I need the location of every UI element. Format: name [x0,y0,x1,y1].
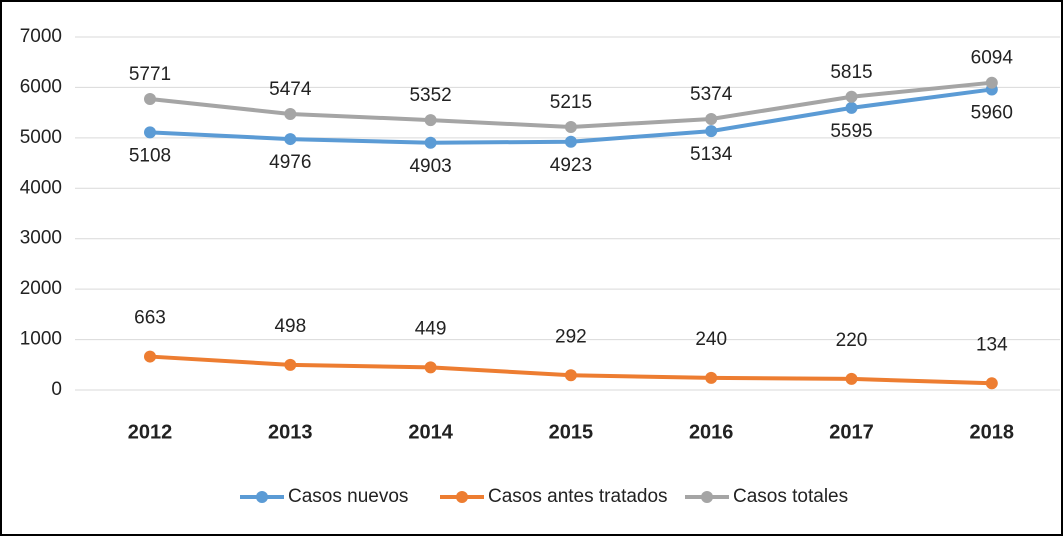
data-point [284,133,297,146]
legend-marker [256,491,268,503]
y-tick-label: 3000 [20,228,62,249]
y-tick-label: 6000 [20,76,62,97]
data-label: 5374 [690,84,733,105]
data-point [564,369,577,382]
data-point [564,121,577,134]
data-point [424,136,437,149]
data-label: 4976 [269,152,311,173]
data-label: 498 [274,316,306,337]
y-tick-label: 4000 [20,177,62,198]
data-label: 5474 [269,79,312,100]
x-tick-label: 2013 [268,421,313,443]
data-point [284,358,297,371]
data-point [845,372,858,385]
data-label: 5815 [830,62,872,83]
data-label: 134 [976,334,1008,355]
data-label: 5960 [971,102,1013,123]
data-point [564,135,577,148]
data-point [845,90,858,103]
data-point [985,377,998,390]
x-tick-label: 2015 [549,421,594,443]
data-label: 449 [415,318,447,339]
data-point [144,126,156,139]
data-label: 240 [695,329,727,350]
data-label: 5771 [129,64,171,85]
legend-label: Casos nuevos [288,486,408,507]
x-tick-label: 2012 [128,421,173,443]
y-tick-label: 2000 [20,278,62,299]
x-tick-label: 2017 [829,421,874,443]
legend-label: Casos antes tratados [488,486,668,507]
data-point [985,76,998,89]
data-label: 292 [555,326,587,347]
y-tick-label: 1000 [20,329,62,350]
data-label: 5595 [830,121,872,142]
data-point [705,371,718,384]
legend-marker [456,491,468,503]
data-point [424,114,437,127]
data-point [144,350,156,363]
y-tick-label: 5000 [20,127,62,148]
x-tick-label: 2014 [408,421,453,443]
data-label: 5215 [550,92,592,113]
data-label: 5134 [690,144,733,165]
x-tick-label: 2016 [689,421,734,443]
data-label: 6094 [971,48,1014,69]
legend-marker [701,491,713,503]
y-tick-label: 0 [51,379,62,400]
data-label: 4903 [409,156,451,177]
data-point [845,101,858,114]
data-label: 5108 [129,145,171,166]
y-tick-label: 7000 [20,26,62,47]
data-point [705,125,718,138]
data-label: 663 [134,308,166,329]
data-label: 220 [836,330,868,351]
legend-label: Casos totales [733,486,848,507]
data-label: 4923 [550,155,592,176]
data-point [424,361,437,374]
data-point [705,112,718,125]
data-point [284,107,297,120]
data-point [144,92,156,105]
data-label: 5352 [409,85,451,106]
x-tick-label: 2018 [970,421,1015,443]
